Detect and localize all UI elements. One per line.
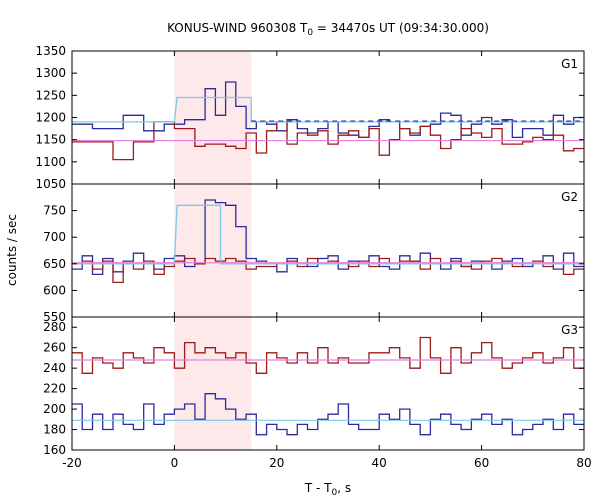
panel-frame-g3 xyxy=(71,316,585,451)
panels-group: 1050 1100 1150 1200 1250 1300 1350 G1 550 600 650 7… xyxy=(35,44,585,457)
panel-label-g2: G2 xyxy=(561,190,578,204)
x-tick-label: 40 xyxy=(372,456,387,470)
series-g2-blue-step xyxy=(72,199,584,276)
y-tick-label: 1300 xyxy=(35,66,66,80)
x-tick-label: -20 xyxy=(62,456,82,470)
highlight-band-g1 xyxy=(174,51,252,184)
x-tick-label: 80 xyxy=(576,456,591,470)
chart-title: KONUS-WIND 960308 T0 = 34470s UT (09:34:… xyxy=(167,21,489,38)
y-tick-label: 1200 xyxy=(35,111,66,125)
x-axis-label: T - T0, s xyxy=(304,481,351,498)
y-tick-label: 200 xyxy=(43,402,66,416)
highlight-band-g3 xyxy=(174,317,252,450)
y-tick-label: 650 xyxy=(43,257,66,271)
panel-g3: 160 180 200 220 240 260 280 G3 xyxy=(43,316,585,457)
chart-title-rest: = 34470s UT (09:34:30.000) xyxy=(313,21,489,35)
panel-frame-g1 xyxy=(71,50,585,185)
highlight-band-g2 xyxy=(174,184,252,317)
y-tick-label: 260 xyxy=(43,341,66,355)
x-axis-label-main: T - T xyxy=(304,481,332,495)
plot-area-g1 xyxy=(72,81,584,161)
series-g1-blue-step xyxy=(72,81,584,139)
y-axis-label: counts / sec xyxy=(5,214,19,286)
x-ticks-group: -20 0 20 40 60 80 xyxy=(62,456,591,470)
y-tick-label: 1100 xyxy=(35,155,66,169)
y-tick-label: 220 xyxy=(43,382,66,396)
y-tick-label: 550 xyxy=(43,310,66,324)
series-g1-red-step xyxy=(72,121,584,161)
series-g1-light_blue-model xyxy=(72,96,584,123)
series-g2-light_blue-model xyxy=(72,204,584,265)
panel-frame-g2 xyxy=(71,183,585,318)
x-tick-label: 20 xyxy=(269,456,284,470)
y-tick-label: 180 xyxy=(43,423,66,437)
y-tick-label: 160 xyxy=(43,443,66,457)
x-tick-label: 0 xyxy=(171,456,179,470)
y-tick-label: 1350 xyxy=(35,44,66,58)
y-tick-label: 280 xyxy=(43,320,66,334)
panel-label-g3: G3 xyxy=(561,323,578,337)
chart-title-main: KONUS-WIND 960308 T xyxy=(167,21,308,35)
y-tick-label: 600 xyxy=(43,283,66,297)
x-tick-label: 60 xyxy=(474,456,489,470)
x-axis-label-sub: 0 xyxy=(332,488,338,498)
panel-label-g1: G1 xyxy=(561,57,578,71)
y-tick-label: 750 xyxy=(43,204,66,218)
series-g3-red-step xyxy=(72,336,584,374)
panel-g2: 550 600 650 700 750 G2 xyxy=(43,183,585,324)
y-tick-label: 240 xyxy=(43,361,66,375)
x-axis-label-rest: , s xyxy=(337,481,351,495)
plot-area-g2 xyxy=(72,199,584,284)
y-tick-label: 1250 xyxy=(35,88,66,102)
panel-g1: 1050 1100 1150 1200 1250 1300 1350 G1 xyxy=(35,44,585,191)
plot-area-g3 xyxy=(72,336,584,436)
series-g3-blue-step xyxy=(72,393,584,436)
chart-title-sub: 0 xyxy=(307,28,313,38)
y-tick-label: 700 xyxy=(43,230,66,244)
y-tick-label: 1150 xyxy=(35,133,66,147)
series-g2-red-step xyxy=(72,257,584,284)
y-tick-label: 1050 xyxy=(35,177,66,191)
